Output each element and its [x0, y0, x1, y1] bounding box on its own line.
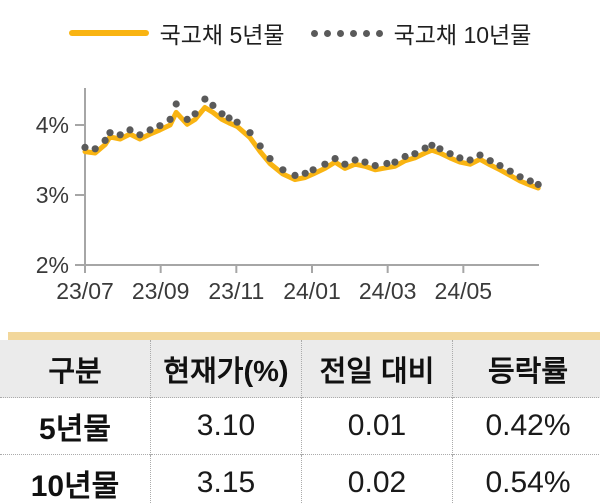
series-10yr-dot	[225, 114, 233, 122]
x-tick-label: 24/01	[283, 278, 341, 304]
series-10yr-dot	[106, 129, 114, 137]
series-10yr-dot	[476, 151, 484, 159]
series-10yr-dot	[81, 143, 89, 151]
table-header-row: 구분 현재가(%) 전일 대비 등락률	[0, 340, 600, 398]
table-row-5yr: 5년물 3.10 0.01 0.42%	[0, 397, 600, 455]
series-10yr-dot	[309, 166, 317, 174]
series-10yr-dot	[321, 160, 329, 168]
cell-5yr-change: 0.01	[301, 397, 453, 455]
series-10yr-dot	[421, 144, 429, 152]
series-10yr-dot	[371, 162, 379, 170]
chart-legend: 국고채 5년물 국고채 10년물	[0, 0, 600, 48]
series-10yr-dot	[246, 129, 254, 137]
col-header-day-change: 전일 대비	[301, 340, 453, 398]
series-10yr-dot	[516, 173, 524, 181]
series-10yr-dot	[486, 157, 494, 165]
series-10yr-dot	[466, 156, 474, 164]
y-tick-label: 4%	[36, 112, 69, 138]
series-10yr-dot	[209, 101, 217, 109]
series-10yr-dot	[496, 162, 504, 170]
series-10yr-dot	[534, 180, 542, 189]
legend-item-5yr: 국고채 5년물	[68, 16, 285, 50]
series-10yr-dot	[361, 158, 369, 166]
series-10yr-dot	[411, 150, 419, 158]
series-10yr-dot	[166, 115, 174, 123]
series-5yr-line	[82, 105, 541, 191]
y-tick-label: 3%	[36, 182, 69, 208]
cell-10yr-change: 0.02	[301, 454, 453, 504]
yield-line-chart: 4% 3% 2%23/07 23/09 23/11 24/01 24/03 24/05	[36, 88, 542, 304]
legend-label-10yr: 국고채 10년물	[393, 22, 532, 48]
x-tick-label: 23/09	[132, 278, 190, 304]
col-header-change-rate: 등락률	[452, 340, 600, 398]
series-10yr-dot	[331, 155, 339, 163]
series-10yr-dot	[383, 159, 391, 168]
x-tick-label: 24/03	[359, 278, 417, 304]
cell-5yr-rate: 0.42%	[452, 397, 600, 455]
series-10yr-dot	[291, 171, 299, 179]
series-10yr-dot	[401, 152, 409, 161]
col-header-category: 구분	[0, 340, 151, 398]
series-10yr-dot	[183, 115, 191, 123]
col-header-current-price: 현재가(%)	[150, 340, 302, 398]
series-10yr-dot	[266, 155, 274, 163]
x-tick-label: 24/05	[435, 278, 493, 304]
y-tick-label: 2%	[36, 252, 69, 278]
series-10yr-dot	[201, 95, 209, 103]
x-tick-label: 23/11	[208, 278, 264, 304]
series-10yr-dot	[256, 142, 264, 150]
series-10yr-dot	[101, 136, 109, 144]
series-10yr-dot	[116, 131, 124, 139]
cell-5yr-current: 3.10	[150, 397, 302, 455]
table-row-10yr: 10년물 3.15 0.02 0.54%	[0, 454, 600, 504]
cell-10yr-rate: 0.54%	[452, 454, 600, 504]
series-10yr-dot	[218, 110, 226, 118]
table-top-accent-bar	[8, 332, 600, 340]
series-10yr-dot	[456, 154, 464, 162]
series-10yr-dot	[172, 100, 180, 108]
series-10yr-dot	[391, 158, 399, 166]
cell-5yr-label: 5년물	[0, 397, 151, 455]
legend-label-5yr: 국고채 5년물	[159, 22, 285, 48]
series-10yr-dot	[126, 126, 134, 134]
series-10yr-dot	[436, 145, 444, 153]
series-10yr-dot	[191, 110, 199, 118]
series-10yr-dot	[446, 150, 454, 158]
yield-table: 구분 현재가(%) 전일 대비 등락률 5년물 3.10 0.01 0.42% …	[0, 340, 600, 504]
series-10yr-dot	[156, 122, 164, 130]
series-10yr-dot	[146, 126, 154, 134]
legend-dots-swatch-10yr	[310, 29, 383, 37]
legend-dot	[336, 29, 344, 37]
legend-dot	[349, 29, 357, 37]
legend-dot	[375, 29, 383, 37]
series-10yr-dot	[506, 167, 514, 175]
yield-table-section: 구분 현재가(%) 전일 대비 등락률 5년물 3.10 0.01 0.42% …	[0, 332, 600, 504]
series-10yr-dot	[526, 177, 534, 185]
cell-10yr-label: 10년물	[0, 454, 151, 504]
legend-dot	[323, 29, 331, 37]
series-10yr-dot	[233, 118, 241, 126]
cell-10yr-current: 3.15	[150, 454, 302, 504]
legend-dot	[362, 29, 370, 37]
legend-line-swatch-5yr	[68, 30, 149, 36]
series-10yr-dot	[91, 145, 99, 153]
x-tick-label: 23/07	[56, 278, 114, 304]
series-10yr-dot	[136, 131, 144, 139]
series-10yr-dot	[279, 166, 287, 174]
series-10yr-dot	[351, 156, 359, 164]
series-10yr-dot	[428, 141, 436, 149]
series-10yr-dot	[301, 169, 309, 177]
legend-item-10yr: 국고채 10년물	[310, 16, 532, 50]
legend-dot	[310, 29, 318, 37]
series-10yr-dot	[341, 160, 349, 168]
